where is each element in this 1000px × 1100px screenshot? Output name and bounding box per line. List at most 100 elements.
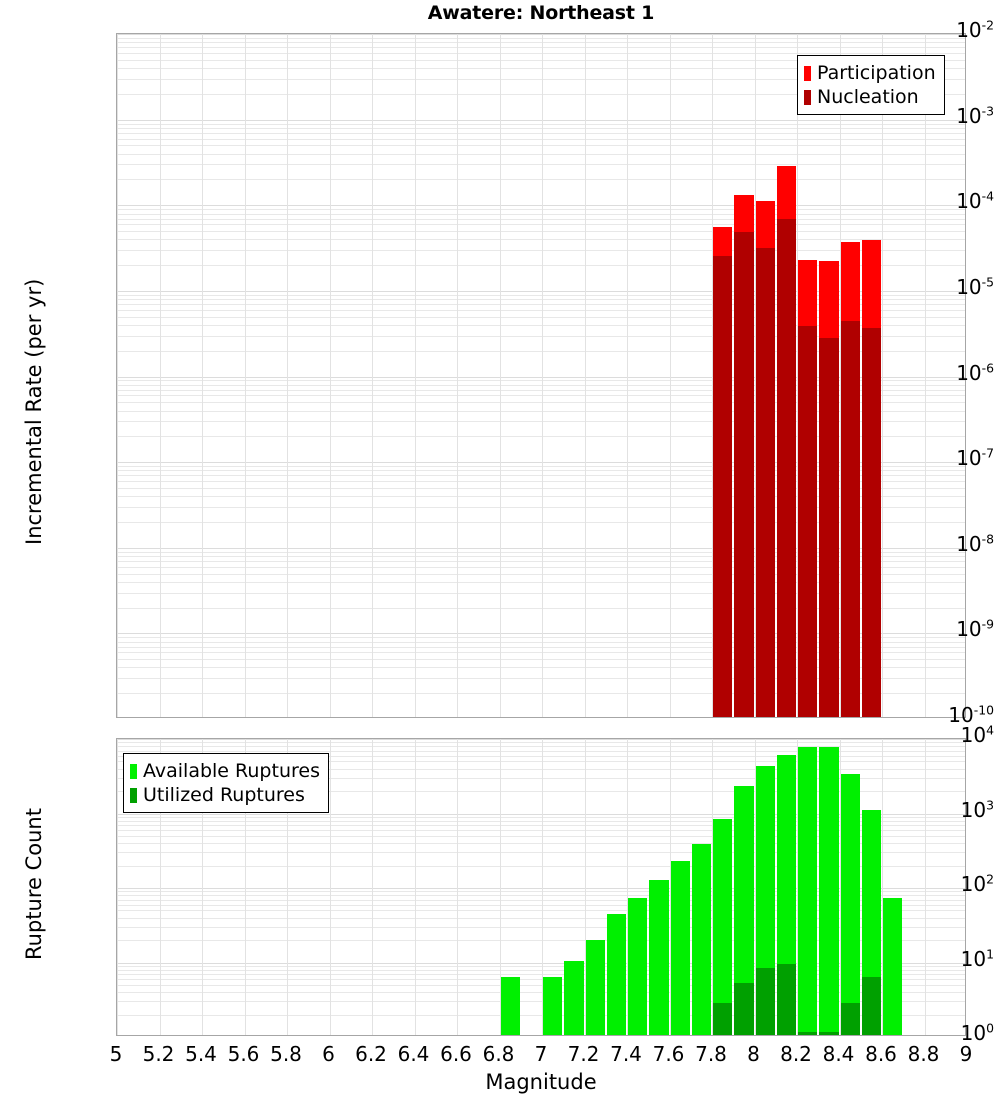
- gridline-horizontal: [117, 350, 965, 352]
- gridline-vertical: [584, 739, 586, 1035]
- gridline-horizontal: [117, 962, 965, 964]
- gridline-horizontal: [117, 68, 965, 70]
- gridline-vertical: [712, 739, 713, 1035]
- bar-segment-back: [543, 977, 563, 1035]
- gridline-vertical: [372, 34, 373, 717]
- gridline-horizontal: [117, 294, 965, 296]
- gridline-vertical: [499, 34, 501, 717]
- gridline-vertical: [372, 739, 373, 1035]
- gridline-horizontal: [117, 678, 965, 680]
- gridline-horizontal: [117, 659, 965, 661]
- gridline-horizontal: [117, 637, 965, 639]
- y-axis-tick-label: 10-6: [956, 359, 994, 385]
- gridline-horizontal: [117, 835, 965, 837]
- bar-segment-back: [606, 914, 626, 1035]
- bar-segment-back: [628, 898, 648, 1035]
- bar-group: [883, 739, 903, 1035]
- grid-bottom: [117, 739, 965, 1035]
- x-axis-tick-label: 6.8: [482, 1042, 515, 1066]
- gridline-vertical: [414, 34, 416, 717]
- gridline-horizontal: [117, 843, 965, 845]
- gridline-vertical: [797, 739, 798, 1035]
- gridline-vertical: [754, 34, 756, 717]
- bar-group: [585, 739, 605, 1035]
- gridline-vertical: [244, 34, 246, 717]
- legend-item[interactable]: Available Ruptures: [130, 759, 320, 783]
- bar-group: [840, 739, 860, 1035]
- gridline-horizontal: [117, 218, 965, 220]
- gridline-horizontal: [117, 888, 965, 889]
- legend-swatch-icon: [804, 89, 811, 105]
- rupture-count-plot-area: [116, 738, 966, 1036]
- bar-group: [798, 34, 818, 717]
- gridline-horizontal: [117, 59, 965, 61]
- gridline-horizontal: [117, 481, 965, 483]
- y-axis-tick-label: 101: [960, 945, 994, 971]
- bar-group: [840, 34, 860, 717]
- bar-group: [606, 739, 626, 1035]
- gridline-horizontal: [117, 755, 965, 757]
- bar-segment-back: [798, 747, 818, 1035]
- gridline-horizontal: [117, 380, 965, 382]
- gridline-horizontal: [117, 652, 965, 654]
- x-axis-tick-label: 8.2: [780, 1042, 812, 1066]
- legend-item-label: Utilized Ruptures: [143, 783, 305, 806]
- incremental-rate-plot-area: [116, 33, 966, 718]
- x-axis-tick-label: 8.4: [822, 1042, 855, 1066]
- gridline-horizontal: [117, 1001, 965, 1003]
- gridline-horizontal: [117, 309, 965, 311]
- legend-item-label: Nucleation: [817, 85, 919, 108]
- y-axis-label-bottom: Rupture Count: [22, 808, 46, 960]
- gridline-vertical: [882, 739, 883, 1035]
- gridline-horizontal: [117, 904, 965, 906]
- bar-segment-back: [819, 747, 839, 1035]
- legend-rupture-count: Available Ruptures Utilized Ruptures: [123, 753, 329, 813]
- y-axis-tick-label: 10-8: [956, 531, 994, 556]
- gridline-vertical: [924, 739, 926, 1035]
- legend-item[interactable]: Participation: [804, 61, 936, 85]
- gridline-horizontal: [117, 739, 965, 740]
- gridline-vertical: [117, 739, 118, 1035]
- x-axis-tick-label: 7: [534, 1042, 548, 1066]
- bar-segment-front: [776, 218, 796, 717]
- gridline-horizontal: [117, 561, 965, 562]
- gridline-vertical: [499, 739, 501, 1035]
- legend-item[interactable]: Utilized Ruptures: [130, 783, 320, 807]
- legend-incremental-rate: Participation Nucleation: [797, 55, 945, 115]
- x-axis-tick-label: 8: [747, 1042, 760, 1066]
- x-axis-tick-label: 5.6: [227, 1042, 260, 1066]
- bar-group: [500, 739, 520, 1035]
- gridline-vertical: [839, 739, 841, 1035]
- gridline-horizontal: [117, 992, 965, 994]
- bar-group: [670, 739, 690, 1035]
- gridline-vertical: [287, 34, 288, 717]
- gridline-horizontal: [117, 917, 965, 919]
- x-axis-tick-label: 6.2: [355, 1042, 387, 1066]
- gridline-horizontal: [117, 384, 965, 386]
- bar-group: [798, 739, 818, 1035]
- gridline-vertical: [542, 34, 543, 717]
- gridline-horizontal: [117, 389, 965, 391]
- gridline-horizontal: [117, 265, 965, 267]
- gridline-horizontal: [117, 231, 965, 233]
- bar-segment-back: [691, 843, 711, 1035]
- gridline-horizontal: [117, 506, 965, 508]
- gridline-horizontal: [117, 820, 965, 822]
- y-axis-tick-label: 10-2: [956, 17, 994, 42]
- gridline-horizontal: [117, 304, 965, 306]
- gridline-horizontal: [117, 34, 965, 35]
- legend-item[interactable]: Nucleation: [804, 85, 936, 109]
- gridline-horizontal: [117, 742, 965, 744]
- grid-top: [117, 34, 965, 717]
- legend-item-label: Participation: [817, 61, 936, 84]
- gridline-horizontal: [117, 746, 965, 748]
- bar-segment-front: [755, 248, 775, 717]
- gridline-horizontal: [117, 42, 965, 44]
- bar-segment-back: [564, 960, 584, 1035]
- bar-segment-back: [840, 773, 860, 1035]
- bar-group: [819, 34, 839, 717]
- gridline-vertical: [669, 34, 671, 717]
- gridline-vertical: [117, 34, 118, 717]
- gridline-horizontal: [117, 209, 965, 211]
- gridline-vertical: [584, 34, 586, 717]
